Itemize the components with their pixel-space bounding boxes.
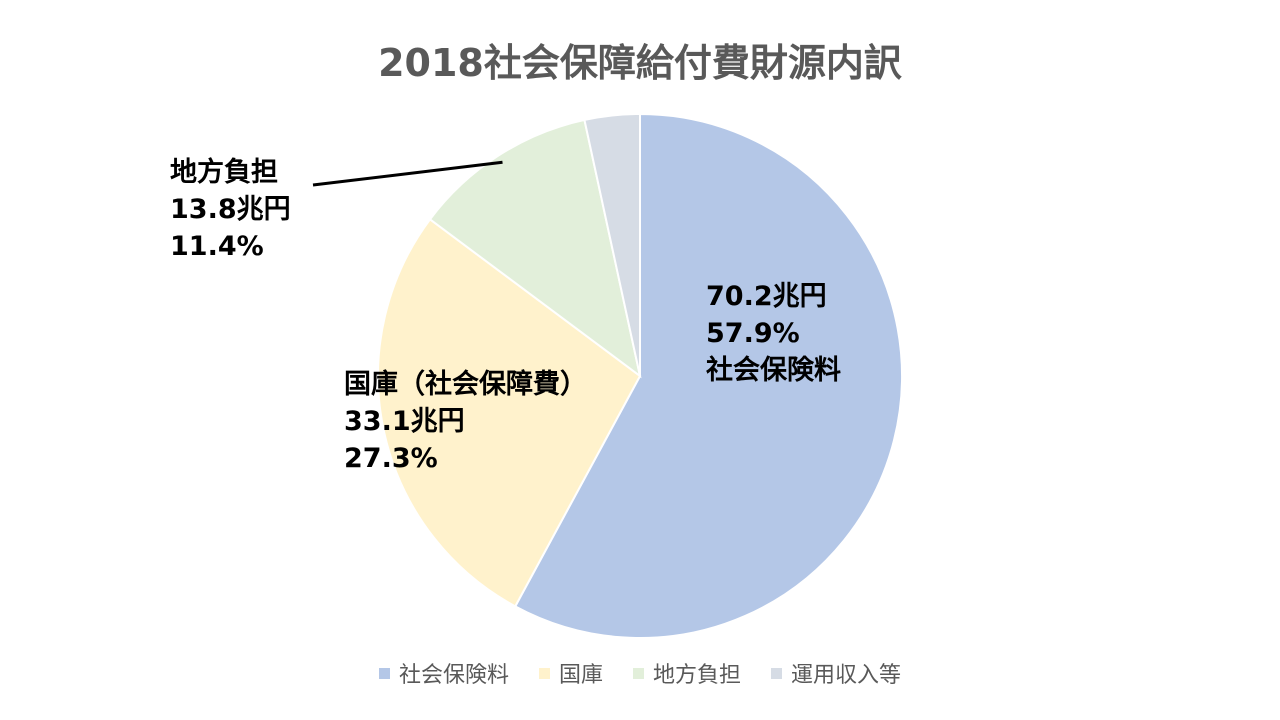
data-label-3-line-3: 11.4%: [170, 231, 264, 262]
pie-slice-4: [583, 112, 641, 377]
leader-lines: [312, 160, 503, 187]
data-label-1-line-2: 57.9%: [706, 318, 800, 349]
legend-label-4: 運用収入等: [791, 663, 901, 688]
legend-label-3: 地方負担: [653, 663, 741, 688]
legend-swatch-1: [379, 668, 390, 679]
data-label-3-line-2: 13.8兆円: [170, 194, 291, 225]
pie-slice-2: [377, 217, 642, 608]
data-label-2-line-3: 27.3%: [344, 443, 438, 474]
pie-slice-3: [428, 118, 642, 379]
data-labels: 70.2兆円 57.9% 社会保険料 国庫（社会保障費） 33.1兆円 27.3% 地方負担…: [170, 156, 841, 474]
leader-line-3: [312, 160, 503, 187]
data-label-2-line-2: 33.1兆円: [344, 406, 465, 437]
pie-slice-1: [513, 112, 903, 639]
legend-swatch-4: [771, 668, 782, 679]
legend-swatch-3: [633, 668, 644, 679]
data-label-1-line-3: 社会保険料: [706, 354, 841, 386]
legend-label-1: 社会保険料: [399, 663, 509, 688]
chart-title: 2018社会保障給付費財源内訳: [378, 41, 902, 85]
pie-slices: [377, 112, 903, 639]
data-label-1-line-1: 70.2兆円: [706, 281, 827, 312]
legend: 社会保険料 国庫 地方負担 運用収入等: [379, 663, 901, 688]
data-label-3-line-1: 地方負担: [170, 156, 278, 188]
legend-label-2: 国庫: [559, 663, 603, 688]
data-label-2-line-1: 国庫（社会保障費）: [344, 368, 587, 400]
legend-swatch-2: [539, 668, 550, 679]
